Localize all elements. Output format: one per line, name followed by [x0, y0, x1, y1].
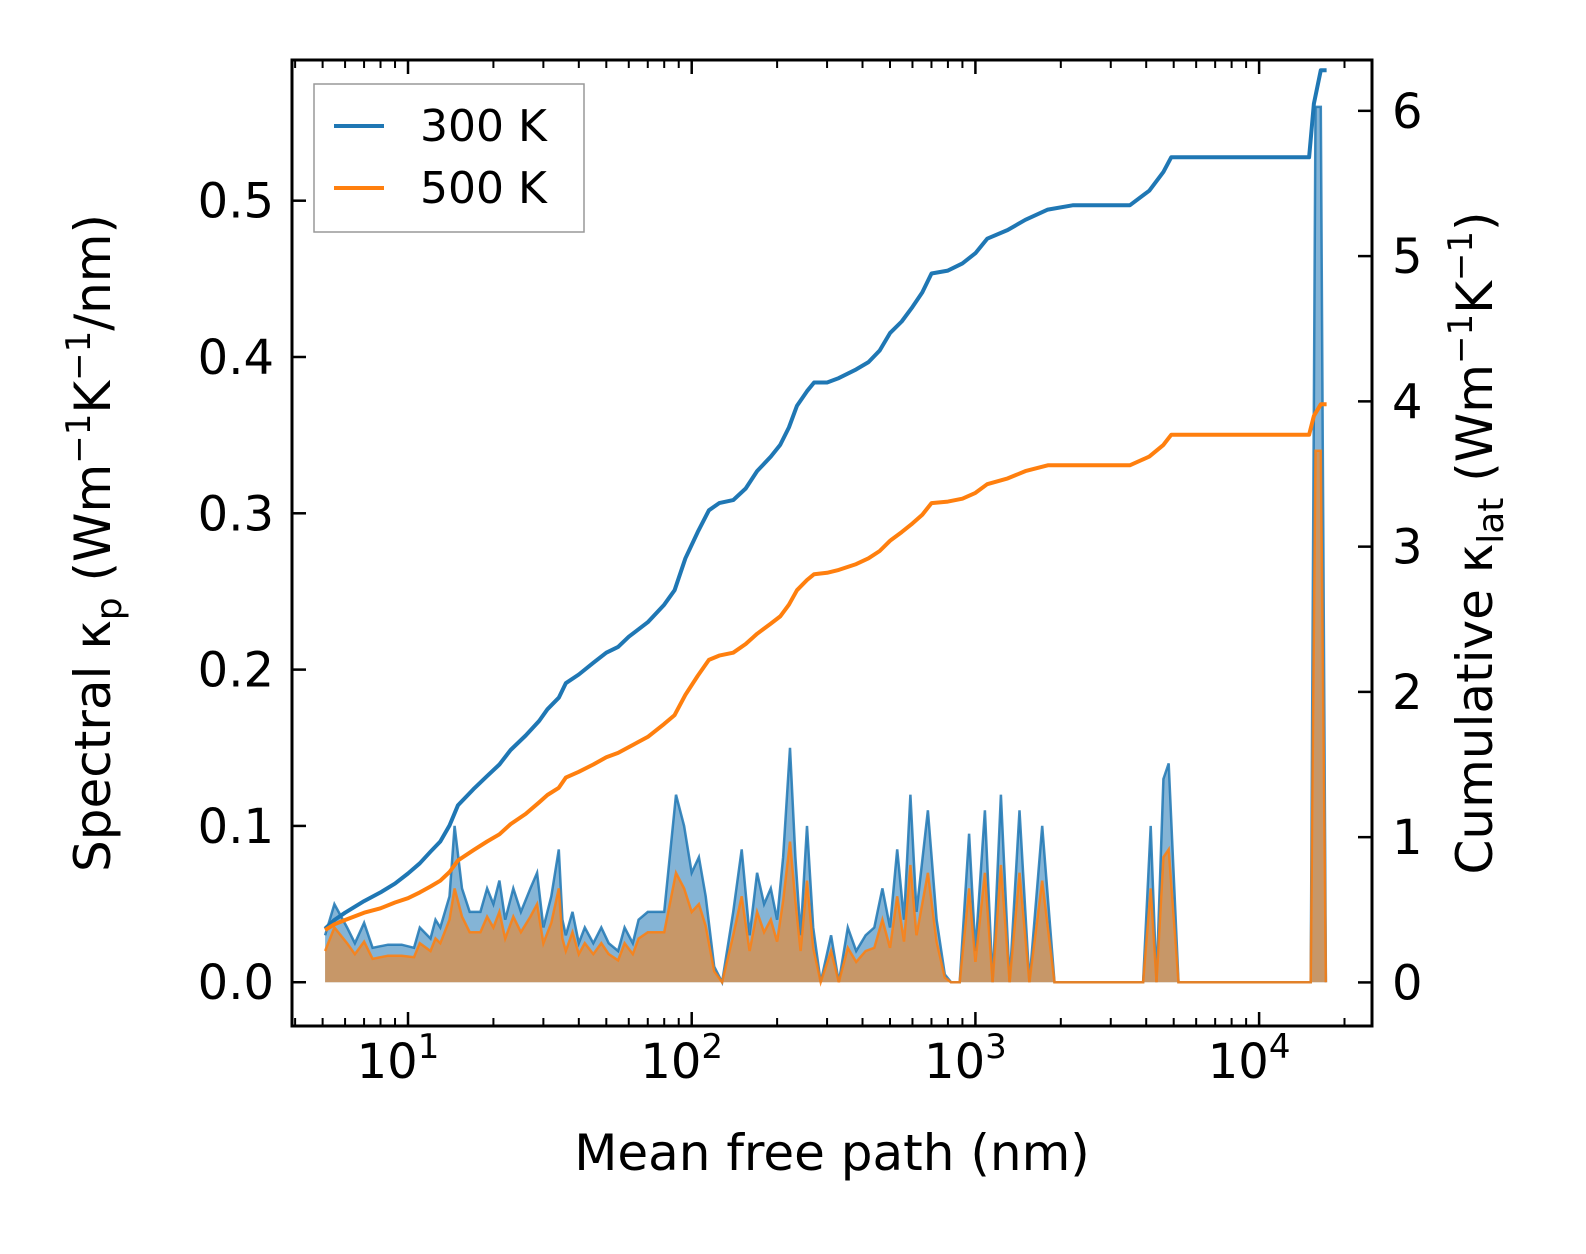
x-axis-title: Mean free path (nm): [574, 1124, 1090, 1182]
left-y-title-units-a: (Wm: [64, 464, 122, 598]
y-right-tick-label: 6: [1392, 84, 1423, 140]
y-right-tick-label: 5: [1392, 229, 1423, 285]
legend: 300 K 500 K: [313, 83, 585, 233]
y-left-tick-label: 0.3: [198, 486, 274, 542]
right-y-title-sup1: −1: [1441, 314, 1481, 364]
y-right-tick-label: 1: [1392, 810, 1423, 866]
line-layer: [323, 68, 1327, 932]
left-y-title-units-c: /nm): [64, 214, 122, 331]
y-left-tick-label: 0.1: [198, 799, 274, 855]
x-tick-label: 104: [1208, 1027, 1291, 1090]
right-y-title-units-b: K: [1446, 280, 1504, 314]
y-left-tick-label: 0.4: [198, 330, 274, 386]
legend-box: [313, 83, 585, 233]
legend-label-500k: 500 K: [420, 163, 548, 214]
left-y-title-sup1: −1: [59, 414, 99, 464]
spectral-line-300k: [323, 105, 1328, 987]
x-tick-label: 102: [640, 1027, 723, 1090]
right-y-title-prefix: Cumulative κ: [1446, 544, 1504, 875]
y-left-tick-label: 0.5: [198, 174, 274, 230]
plot-frame: [290, 58, 1374, 1028]
y-right-tick-label: 4: [1392, 374, 1423, 430]
x-tick-label: 101: [357, 1027, 440, 1090]
left-y-title-units-b: K: [64, 380, 122, 414]
y-right-tick-label: 3: [1392, 520, 1423, 576]
right-y-axis-title: Cumulative κlat (Wm−1K−1): [1441, 211, 1512, 874]
spectral-line-500k: [323, 449, 1328, 987]
right-y-title-sub: lat: [1471, 498, 1512, 544]
x-tick-label: 103: [924, 1027, 1007, 1090]
cumulative-line-500k: [324, 402, 1327, 932]
left-y-title-sub: p: [89, 597, 130, 620]
spectral-fill-layer: [323, 105, 1328, 987]
right-y-title-units-c: ): [1446, 211, 1504, 231]
left-y-title-sup2: −1: [59, 331, 99, 381]
legend-label-300k: 300 K: [420, 101, 548, 152]
right-y-title-sup2: −1: [1441, 231, 1481, 281]
left-y-axis-title: Spectral κp (Wm−1K−1/nm): [59, 214, 130, 872]
y-right-tick-label: 0: [1392, 955, 1423, 1011]
y-left-tick-label: 0.2: [198, 643, 274, 699]
right-y-title-units-a: (Wm: [1446, 364, 1504, 498]
y-left-tick-label: 0.0: [198, 955, 274, 1011]
left-y-title-prefix: Spectral κ: [64, 620, 122, 872]
cumulative-line-300k: [323, 68, 1327, 931]
y-right-tick-label: 2: [1392, 665, 1423, 721]
